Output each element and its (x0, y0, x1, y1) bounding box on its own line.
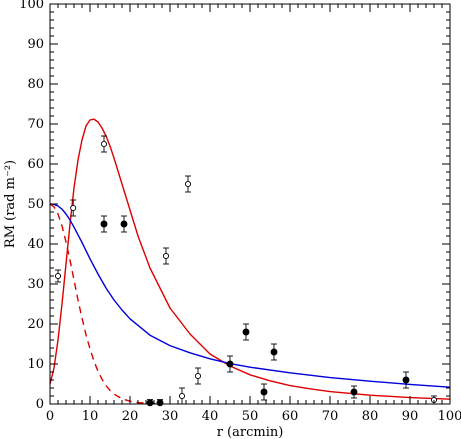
filled-marker (146, 399, 154, 407)
filled-marker (242, 328, 250, 336)
filled-data-point (226, 355, 234, 373)
open-data-point (100, 135, 108, 153)
y-tick-label: 60 (27, 157, 44, 172)
filled-data-point (402, 371, 410, 389)
filled-data-point (350, 385, 358, 399)
filled-data-point (260, 383, 268, 401)
y-tick-label: 0 (36, 397, 44, 412)
y-tick-label: 90 (27, 37, 44, 52)
x-tick-label: 50 (242, 409, 259, 424)
filled-data-point (100, 215, 108, 233)
open-marker (162, 252, 170, 260)
x-tick-label: 0 (46, 409, 54, 424)
x-tick-label: 40 (202, 409, 219, 424)
y-tick-label: 80 (27, 77, 44, 92)
y-tick-label: 10 (27, 357, 44, 372)
open-marker (54, 272, 62, 280)
open-marker (194, 372, 202, 380)
x-tick-label: 20 (122, 409, 139, 424)
filled-marker (120, 220, 128, 228)
open-marker (184, 180, 192, 188)
x-axis-title: r (arcmin) (217, 425, 284, 439)
x-tick-label: 70 (322, 409, 339, 424)
y-tick-label: 100 (19, 0, 44, 12)
filled-marker (402, 376, 410, 384)
open-data-point (184, 175, 192, 193)
model-curve-2 (50, 203, 450, 388)
plot-frame (49, 3, 451, 405)
filled-marker (260, 388, 268, 396)
open-data-point (194, 367, 202, 385)
filled-marker (100, 220, 108, 228)
open-marker (100, 140, 108, 148)
data-points (54, 135, 438, 407)
open-data-point (70, 199, 77, 217)
open-data-point (178, 387, 186, 405)
model-curves (50, 118, 450, 404)
open-data-point (162, 247, 170, 265)
y-tick-label: 70 (27, 117, 44, 132)
model-curve-1 (50, 118, 450, 400)
x-tick-label: 10 (82, 409, 99, 424)
axes: 0 10 20 30 40 50 60 70 80 90 100 0 10 20 30 40 50 60 70 80 9… (19, 0, 461, 424)
y-axis-title: RM (rad m⁻²) (3, 160, 18, 248)
x-tick-label: 80 (362, 409, 379, 424)
model-curve-3 (50, 203, 163, 404)
filled-data-point (120, 215, 128, 233)
filled-data-point (270, 343, 278, 361)
y-tick-label: 40 (27, 237, 44, 252)
filled-marker (270, 348, 278, 356)
x-tick-label: 30 (162, 409, 179, 424)
x-tick-label: 90 (402, 409, 419, 424)
x-tick-label: 100 (438, 409, 461, 424)
y-tick-label: 20 (27, 317, 44, 332)
x-tick-label: 60 (282, 409, 299, 424)
filled-data-point (146, 399, 154, 407)
y-tick-label: 50 (27, 197, 44, 212)
y-tick-label: 30 (27, 277, 44, 292)
filled-marker (226, 360, 234, 368)
filled-data-point (242, 323, 250, 341)
open-data-point (54, 269, 62, 283)
open-marker (178, 392, 186, 400)
filled-marker (350, 388, 358, 396)
open-marker (70, 204, 77, 212)
